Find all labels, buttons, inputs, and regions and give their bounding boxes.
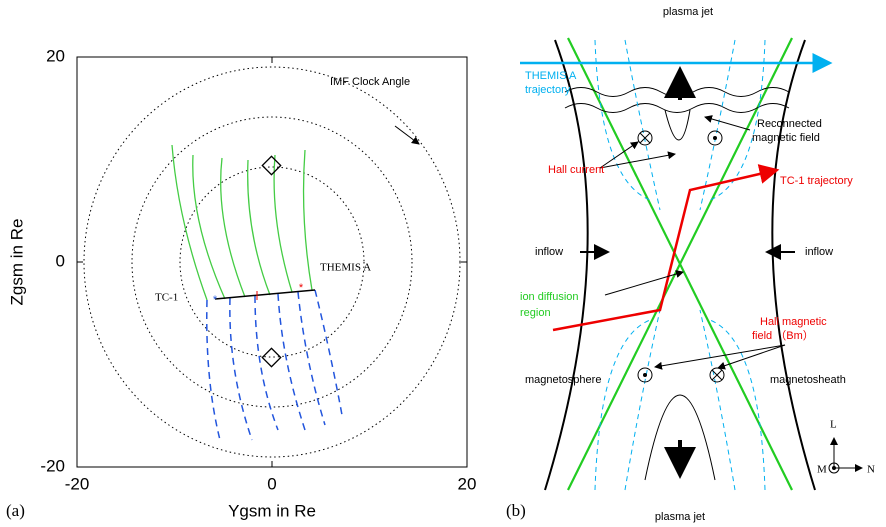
label: magnetosheath — [770, 374, 846, 386]
label: magnetosphere — [525, 374, 601, 386]
label: magnetic field — [752, 132, 820, 144]
boundary — [771, 39, 816, 491]
panel-label: (a) — [6, 501, 25, 520]
label: inflow — [805, 246, 833, 258]
y-axis-title: Zgsm in Re — [7, 219, 26, 306]
hall-loops — [594, 39, 766, 491]
label: inflow — [535, 246, 563, 258]
label: Hall magnetic — [760, 316, 827, 328]
panel-label: (b) — [506, 501, 526, 520]
label: region — [520, 307, 551, 319]
x-axis-title: Ygsm in Re — [228, 501, 316, 520]
label: Reconnected — [757, 118, 822, 130]
label: ion diffusion — [520, 291, 579, 303]
y-tick-label: -20 — [40, 456, 65, 475]
label: TC-1 trajectory — [780, 175, 853, 187]
panel-b-text: plasma jet THEMIS A trajectory Reconnect… — [506, 6, 875, 523]
label: plasma jet — [663, 6, 713, 18]
field-lines-blue — [206, 289, 343, 441]
field-loop — [644, 394, 716, 481]
label: THEMIS A — [525, 70, 577, 82]
label: field （Bm） — [752, 329, 814, 342]
cut-line — [214, 289, 316, 300]
x-tick-label: 0 — [267, 474, 276, 493]
diamond — [261, 155, 282, 176]
diamond — [261, 347, 282, 368]
panel-a: * * IMF Clock Angle THEMIS A TC-1 Ygsm i… — [6, 46, 476, 520]
tc1-marker: * — [213, 294, 218, 306]
annotation: TC-1 — [155, 292, 178, 304]
pointers — [599, 115, 863, 472]
field-loop — [664, 109, 691, 141]
x-tick-label: 20 — [458, 474, 477, 493]
annotation: THEMIS A — [320, 262, 371, 274]
label: plasma jet — [655, 511, 705, 523]
label: Hall current — [548, 164, 604, 176]
y-tick-label: 0 — [56, 251, 65, 270]
circles — [83, 66, 461, 458]
axis-letter: L — [830, 419, 837, 431]
wavy-line — [564, 103, 790, 113]
axis-letter: M — [817, 464, 827, 476]
x-tick-label: -20 — [65, 474, 90, 493]
symbols — [637, 130, 840, 474]
themis-marker: * — [299, 282, 304, 294]
tc1-trajectory — [552, 164, 780, 332]
field-lines-green — [171, 144, 313, 301]
annotation: IMF Clock Angle — [330, 76, 410, 88]
axis-letter: N — [867, 464, 875, 476]
separatrix — [567, 37, 793, 491]
y-tick-label: 20 — [46, 46, 65, 65]
boundary — [544, 39, 589, 491]
clock-arrow — [394, 125, 420, 145]
label: trajectory — [525, 84, 571, 96]
plot-frame — [76, 56, 468, 468]
panel-b — [520, 37, 863, 491]
